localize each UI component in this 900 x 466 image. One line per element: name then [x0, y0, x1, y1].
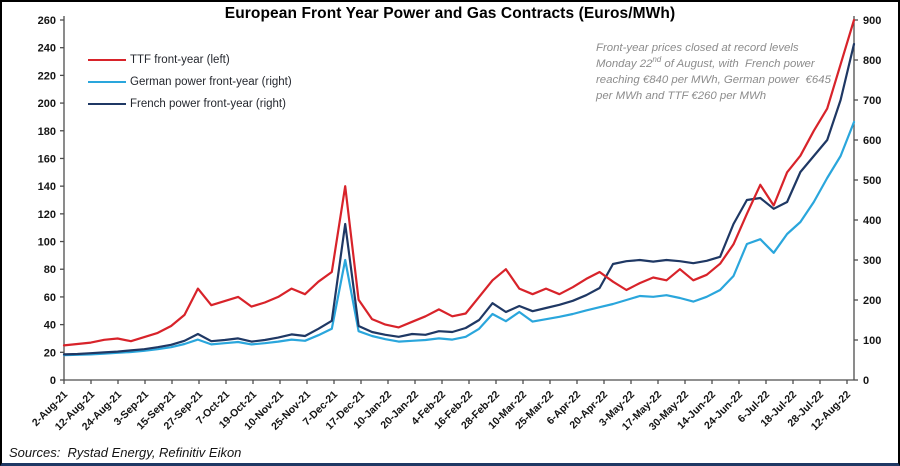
legend-label-german-power: German power front-year (right): [130, 76, 292, 88]
legend: TTF front-year (left) German power front…: [88, 49, 292, 115]
svg-text:0: 0: [50, 375, 56, 387]
svg-text:28-Feb-22: 28-Feb-22: [459, 389, 502, 432]
svg-text:19-Oct-21: 19-Oct-21: [217, 389, 259, 431]
x-axis-labels: 2-Aug-2112-Aug-2124-Aug-213-Sep-2115-Sep…: [30, 380, 853, 433]
svg-text:10-Jan-22: 10-Jan-22: [351, 389, 394, 432]
svg-text:400: 400: [863, 215, 881, 227]
svg-text:120: 120: [38, 209, 56, 221]
svg-text:25-Nov-21: 25-Nov-21: [269, 389, 313, 433]
svg-text:20-Apr-22: 20-Apr-22: [567, 389, 610, 432]
legend-item-ttf: TTF front-year (left): [88, 49, 292, 71]
svg-text:60: 60: [44, 292, 56, 304]
svg-text:17-Dec-21: 17-Dec-21: [324, 389, 368, 433]
annotation-line-2: Monday 22nd of August, with French power: [596, 55, 815, 70]
svg-text:140: 140: [38, 181, 56, 193]
svg-text:180: 180: [38, 126, 56, 138]
svg-text:240: 240: [38, 43, 56, 55]
svg-text:27-Sep-21: 27-Sep-21: [162, 389, 206, 433]
svg-text:6-Apr-22: 6-Apr-22: [545, 389, 584, 428]
svg-text:4-Feb-22: 4-Feb-22: [409, 389, 448, 428]
svg-text:30-May-22: 30-May-22: [647, 389, 692, 434]
german-power-series-line: [62, 120, 856, 357]
annotation-note: Front-year prices closed at record level…: [596, 40, 848, 104]
svg-text:10-Nov-21: 10-Nov-21: [242, 389, 286, 433]
svg-text:600: 600: [863, 135, 881, 147]
legend-item-french-power: French power front-year (right): [88, 93, 292, 115]
svg-text:800: 800: [863, 55, 881, 67]
svg-text:25-Mar-22: 25-Mar-22: [513, 389, 556, 432]
svg-text:15-Sep-21: 15-Sep-21: [135, 389, 179, 433]
svg-text:20: 20: [44, 347, 56, 359]
svg-text:17-May-22: 17-May-22: [620, 389, 665, 434]
svg-text:500: 500: [863, 175, 881, 187]
svg-text:24-Aug-21: 24-Aug-21: [80, 389, 124, 433]
svg-text:20-Jan-22: 20-Jan-22: [378, 389, 421, 432]
legend-label-ttf: TTF front-year (left): [130, 54, 230, 66]
chart-title: European Front Year Power and Gas Contra…: [224, 5, 676, 22]
svg-text:18-Jul-22: 18-Jul-22: [758, 389, 799, 430]
german-power-line-swatch: [88, 80, 126, 84]
svg-text:7-Oct-21: 7-Oct-21: [194, 389, 232, 427]
legend-label-french-power: French power front-year (right): [130, 98, 286, 110]
svg-text:0: 0: [863, 375, 869, 387]
svg-text:16-Feb-22: 16-Feb-22: [432, 389, 475, 432]
svg-text:200: 200: [863, 295, 881, 307]
annotation-line-1: Front-year prices closed at record level…: [596, 42, 799, 54]
svg-text:7-Dec-21: 7-Dec-21: [301, 389, 341, 429]
french-power-line-swatch: [88, 102, 126, 106]
annotation-line-4: per MWh and TTF €260 per MWh: [596, 90, 767, 102]
svg-text:160: 160: [38, 153, 56, 165]
svg-text:700: 700: [863, 95, 881, 107]
ttf-line-swatch: [88, 58, 126, 62]
svg-text:40: 40: [44, 320, 56, 332]
svg-text:12-Aug-22: 12-Aug-22: [809, 389, 853, 433]
ordinal-superscript: nd: [652, 55, 662, 65]
svg-text:28-Jul-22: 28-Jul-22: [785, 389, 826, 430]
svg-text:12-Aug-21: 12-Aug-21: [53, 389, 97, 433]
svg-text:6-Jul-22: 6-Jul-22: [736, 389, 773, 426]
svg-text:300: 300: [863, 255, 881, 267]
svg-text:100: 100: [38, 237, 56, 249]
svg-text:10-Mar-22: 10-Mar-22: [486, 389, 529, 432]
svg-text:100: 100: [863, 335, 881, 347]
legend-item-german-power: German power front-year (right): [88, 71, 292, 93]
annotation-line-3: reaching €840 per MWh, German power €645: [596, 74, 831, 86]
svg-text:14-Jun-22: 14-Jun-22: [675, 389, 718, 432]
sources-line: Sources: Rystad Energy, Refinitiv Eikon: [9, 445, 242, 460]
svg-text:24-Jun-22: 24-Jun-22: [702, 389, 745, 432]
svg-text:3-Sep-21: 3-Sep-21: [112, 389, 152, 429]
svg-text:220: 220: [38, 70, 56, 82]
svg-text:3-May-22: 3-May-22: [597, 389, 637, 429]
svg-text:200: 200: [38, 98, 56, 110]
svg-text:2-Aug-21: 2-Aug-21: [30, 389, 70, 429]
svg-text:80: 80: [44, 264, 56, 276]
